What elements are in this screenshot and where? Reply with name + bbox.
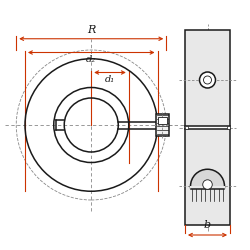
Bar: [227, 126, 230, 130]
Circle shape: [203, 180, 212, 189]
Circle shape: [190, 169, 224, 203]
Bar: [158, 117, 167, 124]
Bar: [190, 186, 225, 204]
Bar: [185, 126, 230, 130]
Text: b: b: [204, 220, 211, 230]
Text: d₂: d₂: [86, 56, 96, 64]
Circle shape: [200, 72, 216, 88]
Circle shape: [204, 76, 212, 84]
Bar: [156, 114, 169, 136]
Text: d₁: d₁: [105, 76, 115, 84]
Text: R: R: [87, 25, 96, 35]
Bar: [185, 126, 188, 130]
Bar: [185, 30, 230, 225]
